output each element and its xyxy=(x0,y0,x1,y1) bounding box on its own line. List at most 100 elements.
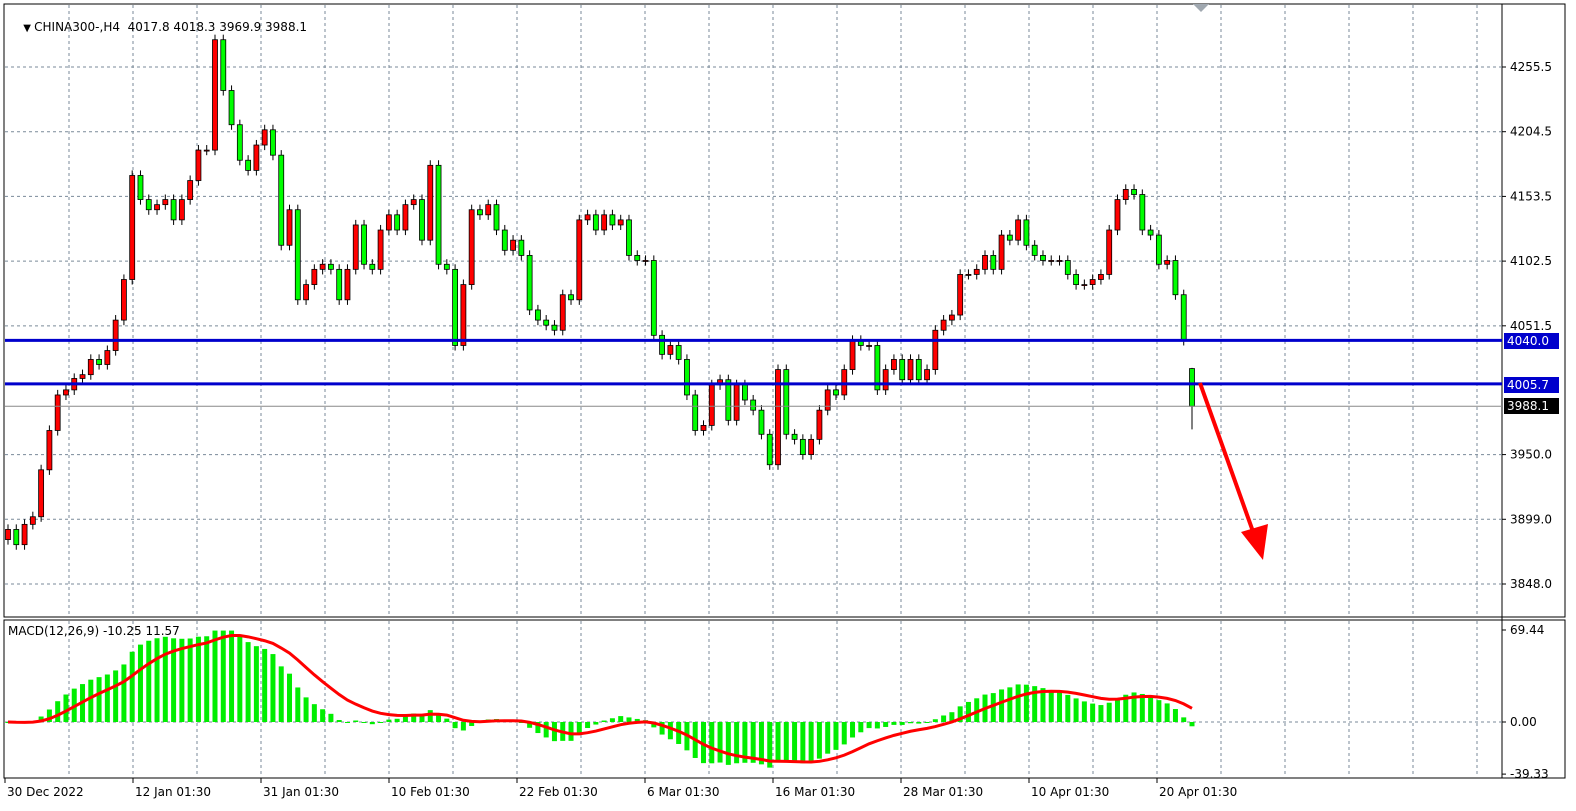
macd-histogram-bar xyxy=(957,706,963,722)
candle-up xyxy=(286,209,293,246)
x-tick-label: 22 Feb 01:30 xyxy=(519,785,598,799)
main-pane-border xyxy=(3,3,1566,618)
x-tick-label: 6 Mar 01:30 xyxy=(647,785,720,799)
macd-histogram-bar xyxy=(1114,698,1120,722)
macd-histogram-bar xyxy=(113,670,119,722)
candle-up xyxy=(601,214,608,231)
macd-histogram-bar xyxy=(800,722,806,764)
y-tick-label: 3848.0 xyxy=(1510,577,1552,591)
candle-down xyxy=(1064,260,1071,275)
candle-down xyxy=(990,255,997,270)
candle-down xyxy=(899,359,906,381)
macd-histogram-bar xyxy=(1023,684,1029,722)
candle-down xyxy=(626,219,632,256)
candle-down xyxy=(137,175,144,200)
candle-down xyxy=(369,263,376,270)
macd-histogram-bar xyxy=(543,722,549,738)
macd-histogram-bar xyxy=(758,722,764,765)
macd-histogram-bar xyxy=(162,636,168,722)
x-tick-label: 30 Dec 2022 xyxy=(7,785,84,799)
macd-histogram-bar xyxy=(303,697,309,722)
candle-up xyxy=(576,219,583,301)
candle-up xyxy=(63,389,69,396)
macd-histogram-bar xyxy=(576,722,582,734)
macd-histogram-bar xyxy=(220,630,226,722)
macd-histogram-bar xyxy=(121,664,127,722)
macd-histogram-bar xyxy=(419,715,425,722)
macd-histogram-bar xyxy=(916,722,922,724)
last-price-tag: 3988.1 xyxy=(1504,398,1559,414)
candle-down xyxy=(1139,194,1146,231)
candle-down xyxy=(278,154,285,246)
macd-histogram-bar xyxy=(1131,692,1137,722)
candle-down xyxy=(1172,260,1179,296)
candle-down xyxy=(419,199,425,241)
macd-histogram-bar xyxy=(179,638,185,722)
macd-histogram-bar xyxy=(999,689,1005,722)
candle-up xyxy=(319,263,326,270)
macd-histogram-bar xyxy=(792,722,798,763)
macd-histogram-bar xyxy=(452,722,458,729)
candle-down xyxy=(758,409,765,435)
y-tick-label: 4051.5 xyxy=(1510,319,1552,333)
candle-down xyxy=(294,209,301,301)
x-tick-label: 10 Apr 01:30 xyxy=(1031,785,1109,799)
macd-histogram-bar xyxy=(394,718,400,722)
y-tick-label: 4204.5 xyxy=(1510,125,1552,139)
candle-up xyxy=(957,274,964,316)
macd-histogram-bar xyxy=(129,651,135,722)
macd-histogram-bar xyxy=(1048,690,1054,722)
x-tick-label: 16 Mar 01:30 xyxy=(775,785,855,799)
macd-y-tick-label: -39.33 xyxy=(1510,767,1549,781)
macd-y-tick-label: 69.44 xyxy=(1510,623,1544,637)
candle-down xyxy=(13,529,20,546)
macd-histogram-bar xyxy=(411,713,417,722)
trend-arrow-shaft xyxy=(1198,382,1258,541)
x-tick-label: 20 Apr 01:30 xyxy=(1159,785,1237,799)
candle-down xyxy=(1031,244,1038,256)
macd-histogram-bar xyxy=(460,722,466,731)
candle-down xyxy=(236,124,243,161)
macd-histogram-bar xyxy=(328,713,334,722)
candle-up xyxy=(203,149,210,152)
y-tick-label: 3950.0 xyxy=(1510,448,1552,462)
candle-down xyxy=(659,334,665,355)
collapse-triangle-icon[interactable]: ▼ xyxy=(23,23,35,34)
macd-histogram-bar xyxy=(369,722,375,725)
macd-histogram-bar xyxy=(775,722,781,762)
x-tick-label: 12 Jan 01:30 xyxy=(135,785,211,799)
macd-histogram-bar xyxy=(527,722,533,728)
macd-histogram-bar xyxy=(1015,684,1021,722)
candle-up xyxy=(54,394,61,431)
macd-histogram-bar xyxy=(585,722,591,729)
macd-label: MACD(12,26,9) xyxy=(8,624,100,638)
chart-header: ▼ CHINA300-,H4 4017.8 4018.3 3969.9 3988… xyxy=(8,6,307,48)
macd-histogram-bar xyxy=(444,718,450,722)
macd-histogram-bar xyxy=(750,722,756,763)
candle-down xyxy=(725,379,732,421)
candle-up xyxy=(924,369,930,381)
candle-up xyxy=(162,199,169,206)
macd-histogram-bar xyxy=(361,722,367,723)
candle-up xyxy=(485,204,492,216)
macd-histogram-bar xyxy=(229,630,235,722)
candle-up xyxy=(377,229,384,270)
candle-up xyxy=(129,175,136,280)
y-tick-label: 4153.5 xyxy=(1510,189,1552,203)
candle-up xyxy=(261,129,268,146)
candle-down xyxy=(1147,229,1154,236)
candle-down xyxy=(1006,234,1013,241)
candle-up xyxy=(154,204,160,211)
macd-signal-line xyxy=(7,634,1193,764)
macd-histogram-bar xyxy=(1040,688,1046,722)
candle-down xyxy=(270,129,276,156)
candle-down xyxy=(609,214,616,226)
candle-up xyxy=(178,199,185,221)
macd-histogram-bar xyxy=(1156,700,1162,722)
candle-up xyxy=(816,409,823,440)
macd-histogram-bar xyxy=(1172,709,1178,722)
macd-histogram-bar xyxy=(609,718,615,722)
macd-histogram-bar xyxy=(402,716,408,722)
